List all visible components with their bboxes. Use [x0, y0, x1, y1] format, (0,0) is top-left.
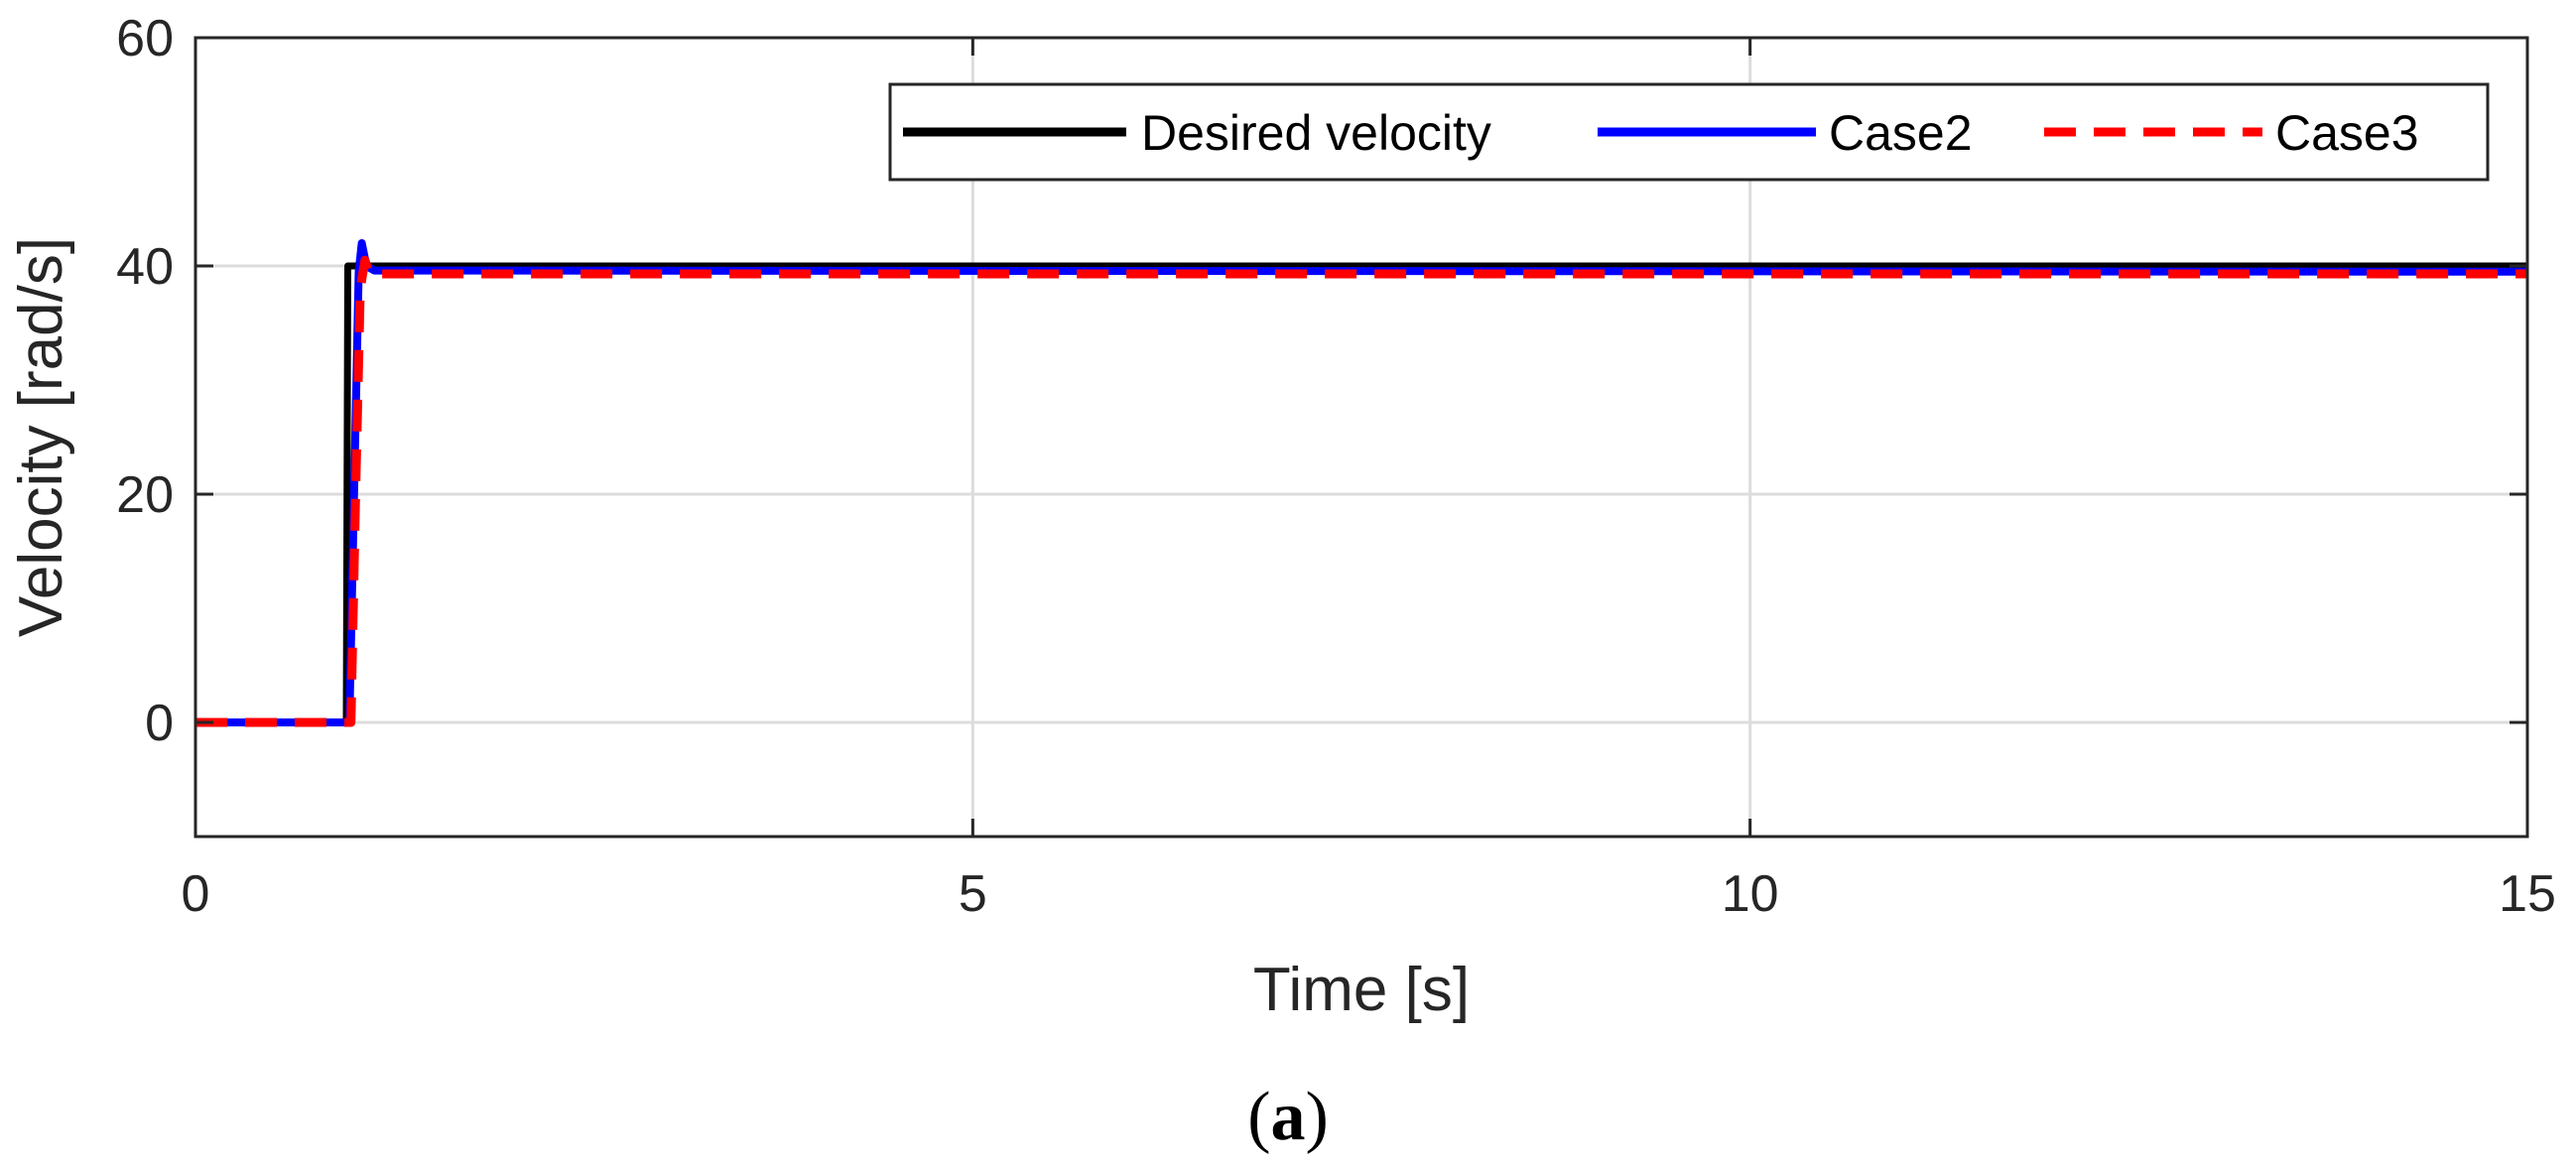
- x-tick-label: 0: [182, 865, 210, 923]
- legend-label-case3: Case3: [2275, 105, 2419, 161]
- y-tick-label: 0: [145, 695, 174, 752]
- legend-label-case2: Case2: [1829, 105, 1973, 161]
- legend-label-desired-velocity: Desired velocity: [1141, 105, 1491, 161]
- tick-labels: 0 5 10 15 0 20 40 60: [116, 10, 2556, 923]
- ticks: [193, 36, 2529, 837]
- legend: Desired velocity Case2 Case3: [888, 82, 2490, 182]
- series-layer: [195, 239, 2528, 727]
- caption-letter: a: [1271, 1079, 1306, 1155]
- y-tick-label: 60: [116, 10, 174, 67]
- x-axis-label: Time [s]: [1253, 956, 1470, 1024]
- caption-open-paren: (: [1247, 1079, 1270, 1155]
- x-tick-label: 5: [959, 865, 987, 923]
- figure-caption: (a): [1247, 1079, 1329, 1155]
- caption-close-paren: ): [1306, 1079, 1329, 1155]
- series-line-case3: [195, 255, 2527, 727]
- axes-box: [193, 36, 2529, 839]
- y-tick-label: 40: [116, 238, 174, 296]
- y-tick-label: 20: [116, 466, 174, 524]
- series-line-case2: [195, 239, 2528, 726]
- x-tick-label: 15: [2499, 865, 2556, 923]
- x-tick-label: 10: [1722, 865, 1779, 923]
- y-axis-label: Velocity [rad/s]: [7, 237, 75, 637]
